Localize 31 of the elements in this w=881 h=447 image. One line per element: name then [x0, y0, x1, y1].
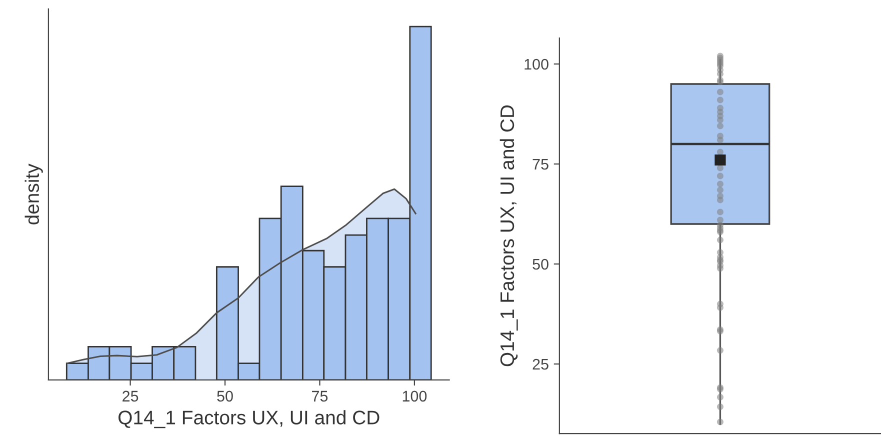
point	[716, 112, 724, 120]
point	[716, 132, 724, 140]
point	[716, 404, 724, 410]
point	[716, 208, 724, 216]
point	[716, 88, 724, 96]
point	[716, 96, 724, 104]
point	[716, 186, 724, 194]
y-tick-label: 75	[532, 159, 548, 170]
point	[716, 347, 724, 354]
y-tick-label: 100	[524, 58, 548, 70]
x-tick-label: 50	[217, 390, 233, 402]
point	[716, 265, 724, 272]
x-tick-label: 100	[402, 390, 427, 402]
point	[716, 180, 724, 188]
point	[716, 164, 724, 172]
point	[716, 236, 724, 244]
point	[716, 122, 724, 130]
y-axis-title: Q14_1 Factors UX, UI and CD	[500, 105, 518, 366]
x-tick-label: 75	[312, 390, 328, 402]
point	[716, 394, 724, 400]
x-tick-label: 25	[122, 390, 138, 402]
y-tick-label: 25	[532, 358, 548, 370]
x-axis-title: Q14_1 Factors UX, UI and CD	[118, 410, 380, 428]
point	[716, 418, 724, 426]
y-tick-label: 50	[532, 258, 548, 270]
point	[716, 172, 724, 180]
point	[716, 148, 724, 156]
y-axis-title: density	[24, 164, 43, 224]
point	[716, 304, 724, 311]
point	[716, 196, 724, 204]
point	[716, 70, 724, 78]
